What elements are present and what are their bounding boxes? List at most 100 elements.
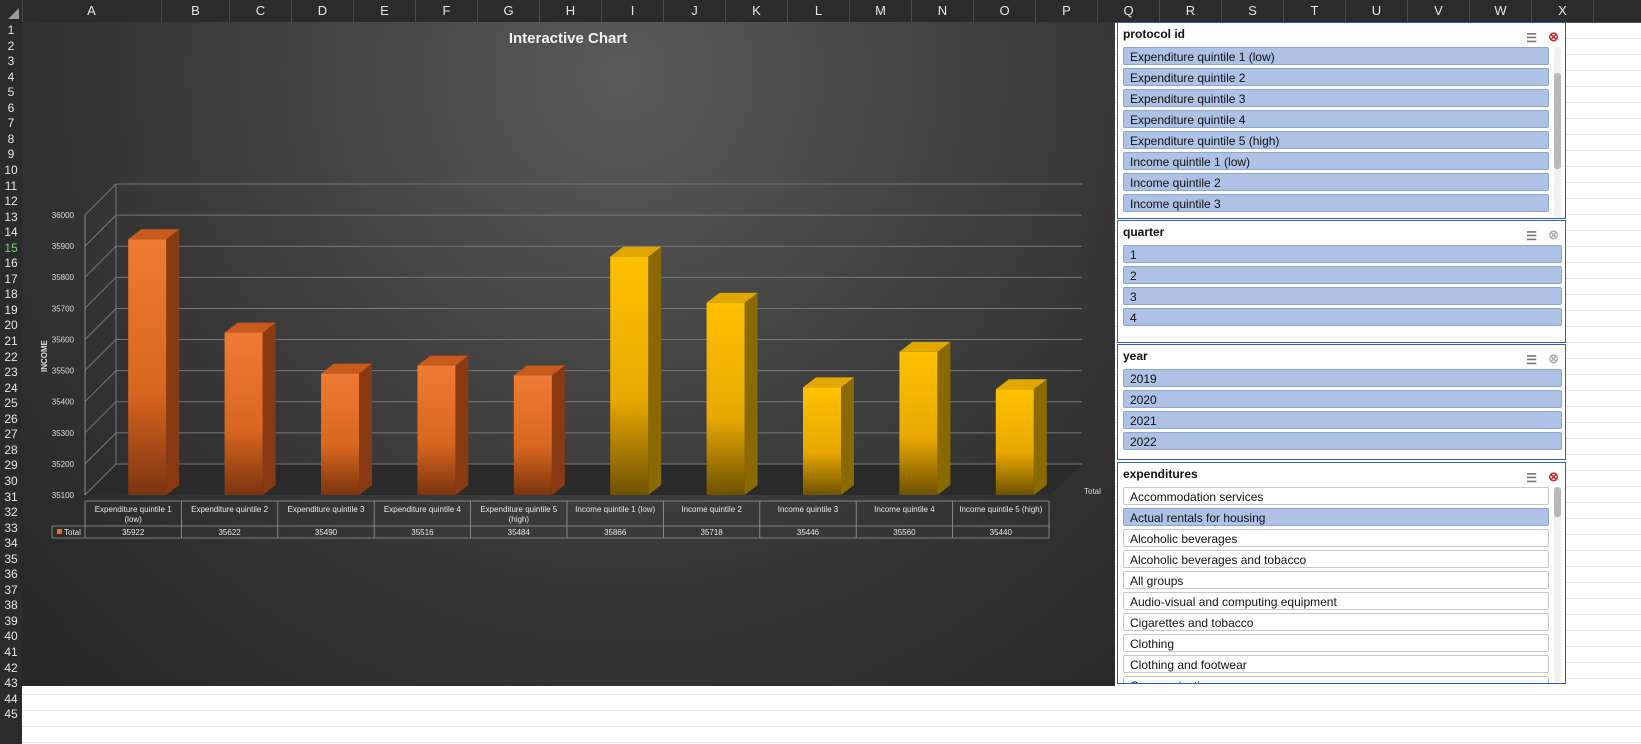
column-header[interactable]: J: [664, 0, 726, 22]
row-header[interactable]: 20: [4, 318, 18, 333]
slicer-item[interactable]: Expenditure quintile 2: [1123, 68, 1549, 86]
column-header[interactable]: E: [354, 0, 416, 22]
column-header[interactable]: N: [912, 0, 974, 22]
slicer-item[interactable]: 2019: [1123, 369, 1562, 387]
clear-filter-icon[interactable]: ⊗: [1548, 227, 1559, 242]
slicer-item[interactable]: Accommodation services: [1123, 487, 1549, 505]
slicer-item[interactable]: 2020: [1123, 390, 1562, 408]
row-header[interactable]: 31: [4, 489, 18, 504]
slicer-year[interactable]: year ☰ ⊗ 2019 2020 2021 2022: [1117, 344, 1566, 460]
slicer-item[interactable]: Actual rentals for housing: [1123, 508, 1549, 526]
row-header[interactable]: 3: [7, 54, 15, 69]
slicer-scrollbar[interactable]: [1554, 47, 1561, 217]
column-header[interactable]: K: [726, 0, 788, 22]
row-header[interactable]: 24: [4, 380, 18, 395]
column-header[interactable]: R: [1160, 0, 1222, 22]
row-header[interactable]: 1: [7, 23, 15, 37]
row-header[interactable]: 27: [4, 427, 18, 442]
row-header[interactable]: 30: [4, 473, 18, 488]
row-header[interactable]: 21: [4, 334, 18, 348]
column-header[interactable]: A: [22, 0, 162, 22]
clear-filter-icon[interactable]: ⊗: [1548, 469, 1559, 484]
row-header[interactable]: 2: [7, 38, 15, 53]
row-header[interactable]: 44: [4, 691, 18, 706]
slicer-item[interactable]: 2022: [1123, 432, 1562, 450]
slicer-protocol-id[interactable]: protocol id ☰ ⊗ Expenditure quintile 1 (lo…: [1117, 22, 1566, 219]
slicer-scrollbar[interactable]: [1554, 487, 1561, 682]
row-header[interactable]: 17: [4, 271, 18, 286]
row-header[interactable]: 19: [4, 302, 18, 317]
row-header[interactable]: 42: [4, 660, 18, 675]
slicer-item[interactable]: 3: [1123, 287, 1562, 305]
multi-select-icon[interactable]: ☰: [1526, 471, 1537, 485]
select-all-corner[interactable]: [0, 0, 23, 22]
clear-filter-icon[interactable]: ⊗: [1548, 351, 1559, 366]
column-header[interactable]: H: [540, 0, 602, 22]
row-header[interactable]: 7: [7, 116, 15, 131]
row-header[interactable]: 43: [4, 676, 18, 691]
scrollbar-thumb[interactable]: [1554, 487, 1561, 517]
column-header[interactable]: W: [1470, 0, 1532, 22]
slicer-quarter[interactable]: quarter ☰ ⊗ 1 2 3 4: [1117, 220, 1566, 343]
slicer-item[interactable]: 4: [1123, 308, 1562, 326]
column-header[interactable]: M: [850, 0, 912, 22]
column-header[interactable]: O: [974, 0, 1036, 22]
multi-select-icon[interactable]: ☰: [1526, 353, 1537, 367]
slicer-item[interactable]: Expenditure quintile 1 (low): [1123, 47, 1549, 65]
row-header[interactable]: 15: [4, 240, 18, 255]
column-header[interactable]: G: [478, 0, 540, 22]
row-header[interactable]: 35: [4, 551, 18, 566]
slicer-item[interactable]: Expenditure quintile 5 (high): [1123, 131, 1549, 149]
slicer-item[interactable]: Clothing: [1123, 634, 1549, 652]
row-header[interactable]: 18: [4, 287, 18, 302]
row-header[interactable]: 22: [4, 349, 18, 364]
column-header[interactable]: L: [788, 0, 850, 22]
column-header[interactable]: B: [162, 0, 230, 22]
column-header[interactable]: D: [292, 0, 354, 22]
interactive-chart[interactable]: Interactive Chart 36000 35900 35800 35700 356…: [22, 22, 1115, 686]
row-header[interactable]: 41: [4, 645, 18, 659]
column-header[interactable]: Q: [1098, 0, 1160, 22]
slicer-item[interactable]: 2021: [1123, 411, 1562, 429]
column-header[interactable]: F: [416, 0, 478, 22]
multi-select-icon[interactable]: ☰: [1526, 229, 1537, 243]
slicer-item[interactable]: Income quintile 1 (low): [1123, 152, 1549, 170]
row-header[interactable]: 28: [4, 442, 18, 457]
column-header[interactable]: I: [602, 0, 664, 22]
row-header[interactable]: 37: [4, 582, 18, 597]
slicer-item[interactable]: Expenditure quintile 3: [1123, 89, 1549, 107]
row-header[interactable]: 6: [7, 100, 15, 115]
row-header[interactable]: 23: [4, 365, 18, 380]
column-header[interactable]: X: [1532, 0, 1594, 22]
column-header[interactable]: T: [1284, 0, 1346, 22]
column-header[interactable]: U: [1346, 0, 1408, 22]
slicer-item[interactable]: Cigarettes and tobacco: [1123, 613, 1549, 631]
slicer-item[interactable]: Income quintile 2: [1123, 173, 1549, 191]
slicer-item[interactable]: Income quintile 3: [1123, 194, 1549, 212]
row-header[interactable]: 11: [4, 178, 18, 193]
scrollbar-thumb[interactable]: [1554, 73, 1561, 169]
row-header[interactable]: 26: [4, 411, 18, 426]
column-header[interactable]: P: [1036, 0, 1098, 22]
column-header[interactable]: S: [1222, 0, 1284, 22]
slicer-item[interactable]: Audio-visual and computing equipment: [1123, 592, 1549, 610]
row-header[interactable]: 25: [4, 396, 18, 411]
column-header[interactable]: V: [1408, 0, 1470, 22]
row-header[interactable]: 9: [7, 147, 15, 162]
row-header[interactable]: 4: [7, 69, 15, 84]
row-header[interactable]: 29: [4, 458, 18, 473]
row-header[interactable]: 34: [4, 536, 18, 551]
row-header[interactable]: 33: [4, 520, 18, 535]
row-header[interactable]: 5: [7, 85, 15, 100]
slicer-item[interactable]: Alcoholic beverages and tobacco: [1123, 550, 1549, 568]
row-header[interactable]: 12: [4, 194, 18, 209]
row-header[interactable]: 40: [4, 629, 18, 644]
slicer-item[interactable]: 2: [1123, 266, 1562, 284]
slicer-item[interactable]: 1: [1123, 245, 1562, 263]
slicer-item[interactable]: All groups: [1123, 571, 1549, 589]
slicer-item[interactable]: Clothing and footwear: [1123, 655, 1549, 673]
row-header[interactable]: 45: [4, 707, 18, 722]
row-header[interactable]: 10: [4, 162, 18, 177]
row-header[interactable]: 14: [4, 225, 18, 240]
slicer-expenditures[interactable]: expenditures ☰ ⊗ Accommodation services Act…: [1117, 462, 1566, 684]
